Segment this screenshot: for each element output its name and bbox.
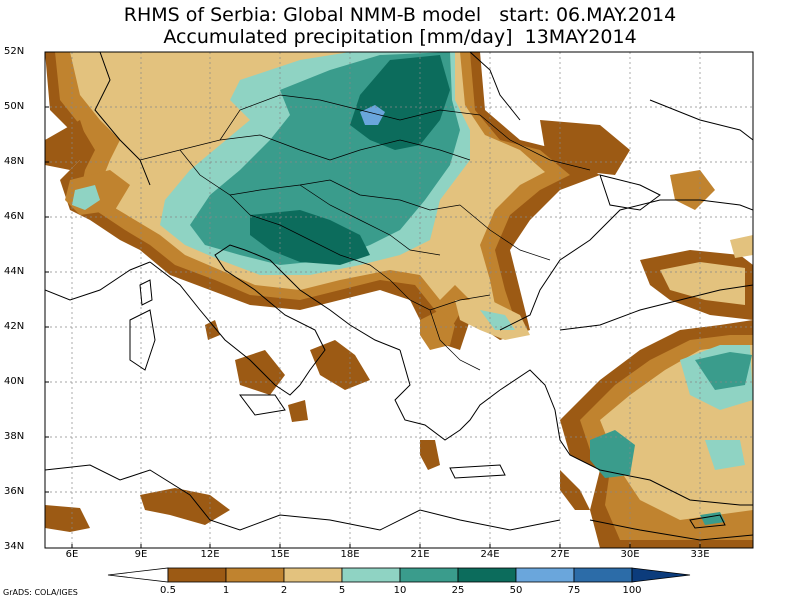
lon-label: 18E — [340, 549, 360, 560]
colorbar-swatch-3 — [283, 567, 343, 583]
colorbar-swatch-9 — [631, 567, 691, 583]
precip-patch-sicily — [288, 400, 308, 422]
lat-label: 44N — [4, 266, 25, 277]
precip-field-max — [360, 105, 385, 125]
precip-patch-bulgaria-2 — [480, 310, 515, 330]
precip-patch-west — [45, 120, 90, 170]
precip-field-anatolia-5 — [695, 352, 752, 390]
precip-patch-italy-3 — [205, 320, 220, 340]
coast-north-sea — [94, 52, 151, 186]
coast-cyprus — [689, 514, 726, 529]
colorbar-swatch-2 — [225, 567, 285, 583]
precip-patch-albania — [420, 310, 455, 350]
coast-turkey-west — [499, 369, 753, 506]
colorbar-swatch-6 — [457, 567, 517, 583]
precip-patch-northeast — [730, 235, 753, 258]
coast-greece — [394, 349, 501, 441]
colorbar-label: 25 — [451, 585, 465, 596]
axis-ticks — [45, 106, 701, 548]
precip-patch-greece — [420, 440, 440, 470]
precipitation-fields — [45, 52, 753, 548]
precip-patch-italy-1 — [235, 350, 285, 395]
coast-italy-west — [149, 261, 301, 396]
precip-patch-aegean — [590, 430, 635, 478]
lon-label: 15E — [270, 549, 290, 560]
coast-italy-east — [214, 244, 326, 386]
coast-africa-east — [589, 519, 753, 541]
colorbar-swatch-4 — [341, 567, 401, 583]
coast-corsica — [139, 279, 153, 306]
colorbar-swatch-0 — [107, 567, 169, 583]
colorbar-swatch-5 — [399, 567, 459, 583]
gridlines — [45, 52, 753, 548]
precip-patch-libya — [560, 470, 590, 510]
coast-crete — [449, 464, 506, 479]
coast-adriatic — [244, 249, 401, 351]
coast-black-sea-south — [559, 284, 753, 331]
colorbar-label: 10 — [393, 585, 407, 596]
lon-label: 24E — [480, 549, 500, 560]
colorbar-label: 75 — [567, 585, 581, 596]
lon-label: 12E — [200, 549, 220, 560]
colorbar-label: 50 — [509, 585, 523, 596]
coastlines — [45, 52, 753, 541]
lon-label: 33E — [690, 549, 710, 560]
coast-africa — [45, 464, 561, 531]
colorbar — [107, 567, 691, 583]
precip-patch-italy-2 — [310, 340, 370, 390]
map-title: RHMS of Serbia: Global NMM-B model start… — [123, 4, 677, 26]
precip-patch-caucasus-2 — [660, 262, 745, 305]
lat-label: 46N — [4, 211, 25, 222]
coast-east-1 — [649, 99, 753, 141]
lat-label: 42N — [4, 321, 25, 332]
lat-label: 52N — [4, 46, 25, 57]
precip-patch-crimea — [540, 120, 630, 175]
precip-patch-algeria — [45, 505, 90, 532]
precip-patch-cyprus — [705, 440, 745, 470]
lat-label: 38N — [4, 431, 25, 442]
lat-label: 50N — [4, 101, 25, 112]
coast-sardinia — [129, 309, 156, 371]
lon-label: 9E — [134, 549, 148, 560]
lon-label: 6E — [65, 549, 79, 560]
coast-baltic — [469, 52, 521, 121]
precip-patch-tunisia — [140, 488, 230, 525]
colorbar-label: 0.5 — [160, 585, 176, 596]
lon-label: 27E — [550, 549, 570, 560]
colorbar-label: 2 — [280, 585, 288, 596]
map-subtitle: Accumulated precipitation [mm/day] 13MAY… — [163, 26, 637, 48]
lon-label: 21E — [410, 549, 430, 560]
colorbar-label: 5 — [338, 585, 346, 596]
precip-field-north-6 — [350, 55, 450, 150]
coast-france-med — [45, 261, 151, 301]
borders — [139, 94, 591, 371]
coast-crimea — [599, 174, 661, 211]
colorbar-label: 100 — [622, 585, 642, 596]
precip-patch-alps — [72, 185, 100, 210]
lat-label: 48N — [4, 156, 25, 167]
lat-label: 40N — [4, 376, 25, 387]
colorbar-label: 1 — [222, 585, 230, 596]
precip-patch-east — [670, 170, 715, 210]
colorbar-swatch-8 — [573, 567, 633, 583]
colorbar-swatch-7 — [515, 567, 575, 583]
coast-sicily — [239, 394, 286, 416]
colorbar-swatch-1 — [167, 567, 227, 583]
map-frame — [44, 51, 754, 549]
coast-black-sea — [499, 199, 753, 331]
lon-label: 30E — [620, 549, 640, 560]
lat-label: 36N — [4, 486, 25, 497]
lat-label: 34N — [4, 541, 25, 552]
credit-label: GrADS: COLA/IGES — [3, 588, 78, 597]
